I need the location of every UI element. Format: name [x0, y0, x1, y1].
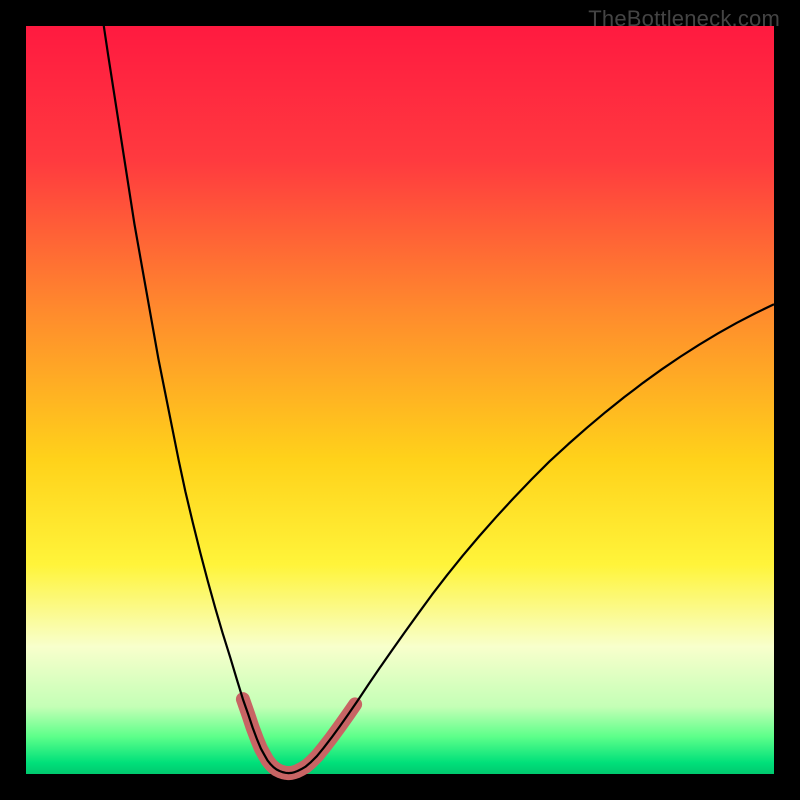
chart-gradient-bg: [26, 26, 774, 774]
watermark-text: TheBottleneck.com: [588, 6, 780, 32]
bottleneck-chart: [0, 0, 800, 800]
